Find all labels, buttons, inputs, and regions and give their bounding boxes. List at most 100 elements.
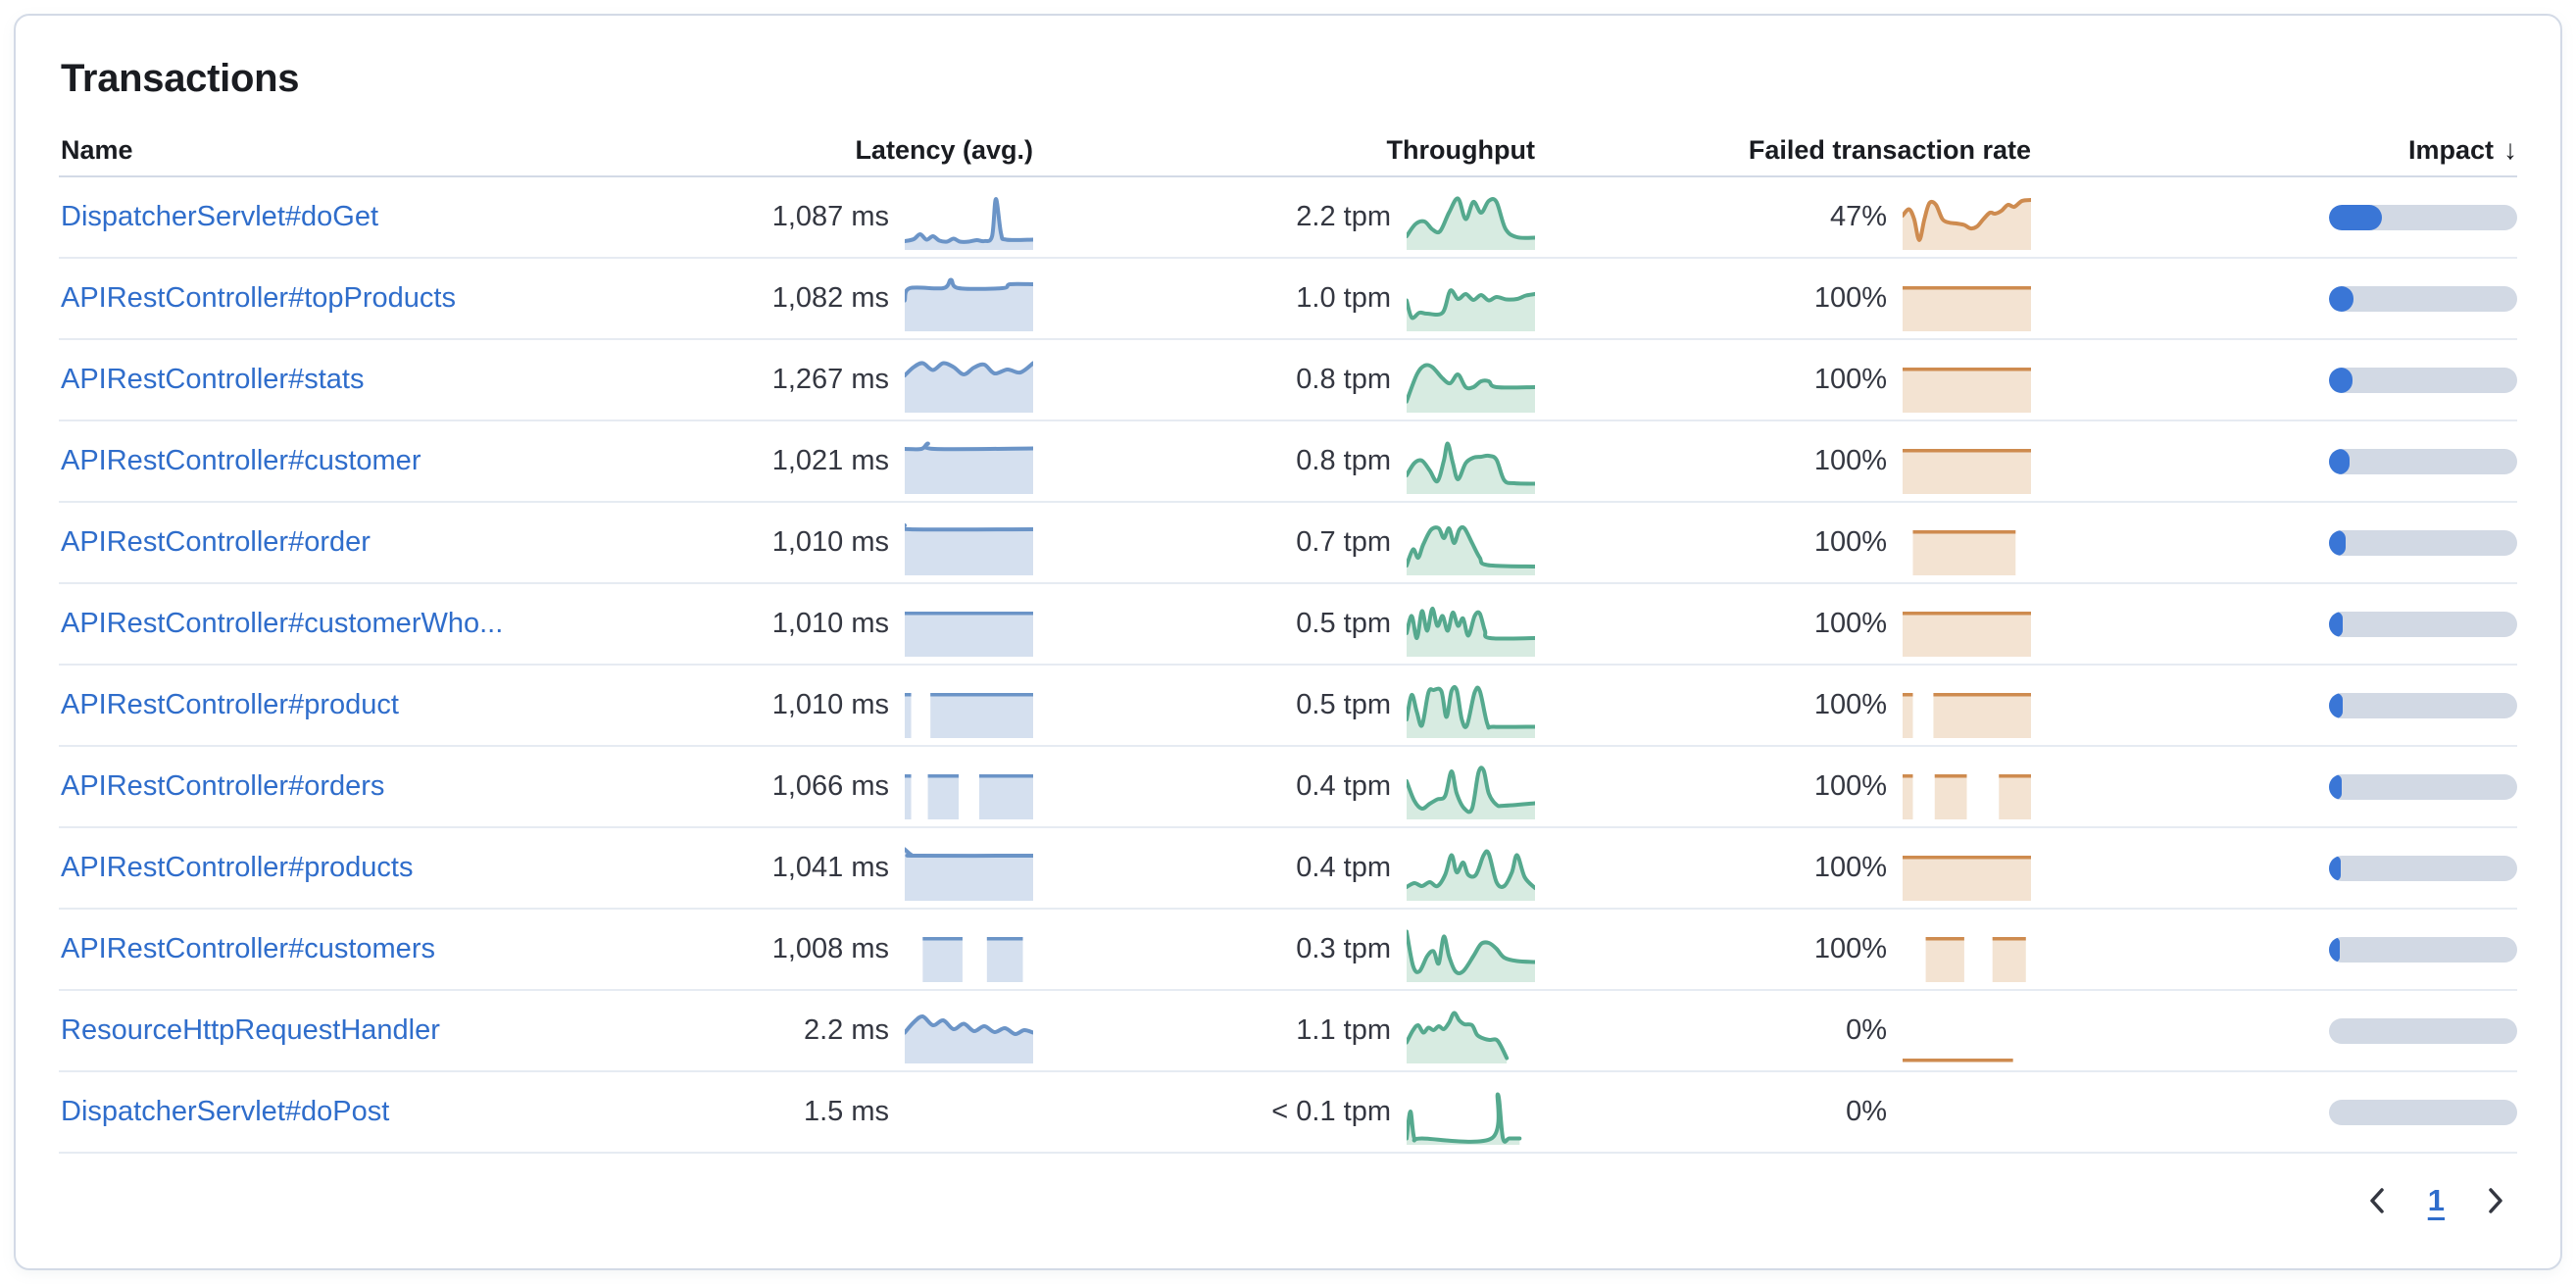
failed-rate-sparkline xyxy=(1903,845,2031,901)
failed-rate-value: 47% xyxy=(1829,201,1887,232)
transaction-name-link[interactable]: APIRestController#product xyxy=(61,689,399,720)
impact-cell xyxy=(2031,855,2517,881)
column-header-name[interactable]: Name xyxy=(61,134,133,165)
impact-bar-fill xyxy=(2329,936,2340,963)
throughput-value: 1.1 tpm xyxy=(1296,1014,1391,1046)
latency-value: 1,041 ms xyxy=(771,852,889,883)
failed-rate-value: 100% xyxy=(1813,689,1887,720)
column-header-throughput[interactable]: Throughput xyxy=(1386,134,1535,165)
throughput-cell: 0.8 tpm xyxy=(1033,352,1537,413)
column-header-impact[interactable]: Impact ↓ xyxy=(2031,134,2517,166)
transaction-name-cell: DispatcherServlet#doGet xyxy=(59,201,694,233)
failed-rate-cell: 100% xyxy=(1535,677,2031,738)
failed-rate-value: 0% xyxy=(1846,1096,1887,1127)
throughput-value: 0.3 tpm xyxy=(1296,933,1391,964)
latency-sparkline xyxy=(905,926,1033,982)
latency-value: 2.2 ms xyxy=(803,1014,889,1046)
pagination: 1 xyxy=(59,1181,2517,1220)
latency-value: 1,010 ms xyxy=(771,689,889,720)
failed-rate-cell: 100% xyxy=(1535,921,2031,982)
failed-rate-cell: 0% xyxy=(1535,1003,2031,1062)
latency-cell: 1,066 ms xyxy=(694,759,1033,819)
transaction-name-link[interactable]: APIRestController#customers xyxy=(61,933,435,964)
throughput-cell: 0.4 tpm xyxy=(1033,759,1537,819)
failed-rate-cell: 0% xyxy=(1535,1084,2031,1140)
table-row: APIRestController#customer 1,021 ms 0.8 … xyxy=(59,421,2517,503)
failed-rate-value: 100% xyxy=(1813,364,1887,395)
transaction-name-link[interactable]: DispatcherServlet#doGet xyxy=(61,201,378,232)
impact-cell xyxy=(2031,611,2517,637)
throughput-cell: 0.4 tpm xyxy=(1033,840,1537,901)
table-header-row: Name Latency (avg.) Throughput Failed tr… xyxy=(59,124,2517,177)
next-page-button[interactable] xyxy=(2480,1181,2509,1220)
throughput-cell: 0.5 tpm xyxy=(1033,677,1537,738)
column-header-failed-rate[interactable]: Failed transaction rate xyxy=(1748,134,2031,165)
throughput-value: 0.4 tpm xyxy=(1296,770,1391,802)
transaction-name-link[interactable]: APIRestController#customerWho... xyxy=(61,608,504,639)
throughput-sparkline xyxy=(1405,1008,1535,1063)
latency-sparkline xyxy=(905,764,1033,819)
impact-bar xyxy=(2329,529,2517,556)
throughput-cell: < 0.1 tpm xyxy=(1033,1084,1535,1145)
transaction-name-link[interactable]: APIRestController#stats xyxy=(61,364,365,395)
failed-rate-cell: 100% xyxy=(1535,433,2031,494)
latency-value: 1,267 ms xyxy=(771,364,889,395)
transaction-name-cell: APIRestController#topProducts xyxy=(59,282,694,315)
latency-cell: 1,008 ms xyxy=(694,921,1033,982)
transaction-name-cell: APIRestController#order xyxy=(59,526,694,559)
latency-value: 1,010 ms xyxy=(771,608,889,639)
impact-cell xyxy=(2031,1099,2517,1125)
failed-rate-cell: 100% xyxy=(1535,840,2031,901)
transaction-name-link[interactable]: APIRestController#order xyxy=(61,526,371,558)
throughput-value: 0.7 tpm xyxy=(1296,526,1391,558)
throughput-cell: 0.7 tpm xyxy=(1033,515,1537,575)
transaction-name-cell: DispatcherServlet#doPost xyxy=(59,1096,694,1128)
throughput-cell: 0.8 tpm xyxy=(1033,433,1537,494)
transaction-name-link[interactable]: APIRestController#products xyxy=(61,852,414,883)
latency-cell: 1,041 ms xyxy=(694,840,1035,901)
page-number-1[interactable]: 1 xyxy=(2427,1183,2445,1217)
latency-sparkline xyxy=(903,1008,1035,1063)
failed-rate-sparkline xyxy=(1903,926,2031,982)
latency-cell: 1,082 ms xyxy=(694,271,1035,331)
chevron-left-icon xyxy=(2370,1188,2384,1213)
transaction-name-link[interactable]: APIRestController#topProducts xyxy=(61,282,456,314)
latency-value: 1,021 ms xyxy=(771,445,889,476)
failed-rate-value: 0% xyxy=(1846,1014,1887,1046)
throughput-sparkline xyxy=(1405,357,1537,413)
transaction-name-link[interactable]: DispatcherServlet#doPost xyxy=(61,1096,390,1127)
table-row: DispatcherServlet#doGet 1,087 ms 2.2 tpm… xyxy=(59,177,2517,259)
latency-cell: 1,021 ms xyxy=(694,433,1035,494)
table-row: APIRestController#orders 1,066 ms 0.4 tp… xyxy=(59,747,2517,828)
column-header-latency[interactable]: Latency (avg.) xyxy=(855,134,1033,165)
transaction-name-link[interactable]: APIRestController#customer xyxy=(61,445,421,476)
latency-sparkline xyxy=(905,682,1033,738)
failed-rate-value: 100% xyxy=(1813,282,1887,314)
previous-page-button[interactable] xyxy=(2363,1181,2393,1220)
throughput-sparkline xyxy=(1405,519,1537,575)
failed-rate-sparkline xyxy=(1903,357,2031,413)
impact-cell xyxy=(2031,285,2517,312)
throughput-value: 2.2 tpm xyxy=(1296,201,1391,232)
impact-cell xyxy=(2031,1017,2517,1044)
failed-rate-cell: 100% xyxy=(1535,271,2031,331)
throughput-sparkline xyxy=(1405,764,1537,819)
impact-bar xyxy=(2329,367,2517,393)
impact-cell xyxy=(2031,204,2517,230)
impact-bar xyxy=(2329,204,2517,230)
transaction-name-link[interactable]: ResourceHttpRequestHandler xyxy=(61,1014,440,1046)
failed-rate-value: 100% xyxy=(1813,445,1887,476)
table-row: APIRestController#order 1,010 ms 0.7 tpm… xyxy=(59,503,2517,584)
impact-bar xyxy=(2329,448,2517,474)
latency-sparkline xyxy=(897,519,1035,575)
throughput-sparkline xyxy=(1405,275,1537,331)
transaction-name-cell: APIRestController#product xyxy=(59,689,694,721)
transaction-name-link[interactable]: APIRestController#orders xyxy=(61,770,385,802)
failed-rate-sparkline xyxy=(1903,519,2031,575)
throughput-sparkline xyxy=(1405,682,1537,738)
impact-bar xyxy=(2329,855,2517,881)
latency-value: 1.5 ms xyxy=(803,1096,889,1127)
failed-rate-sparkline xyxy=(1903,1089,2031,1145)
failed-rate-value: 100% xyxy=(1813,608,1887,639)
failed-rate-cell: 100% xyxy=(1535,352,2031,413)
